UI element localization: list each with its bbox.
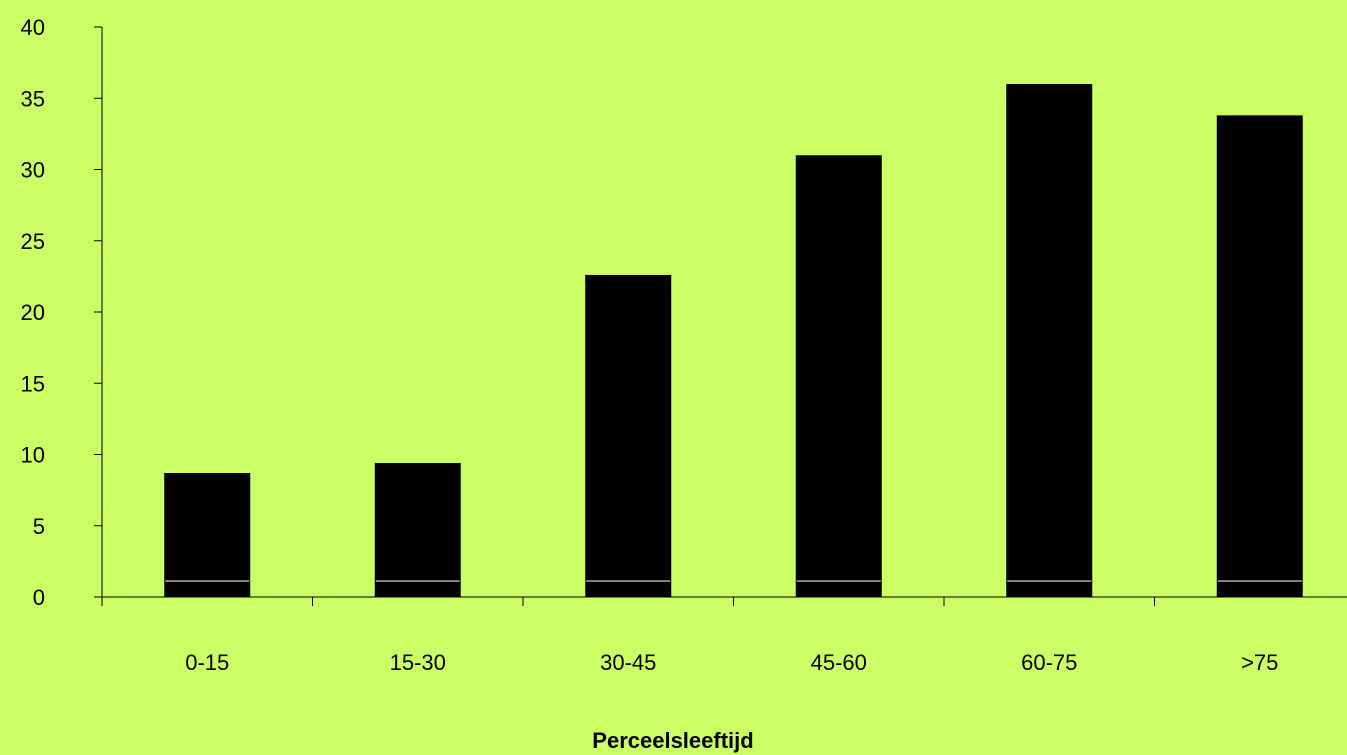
x-tick-label: >75 [1241, 650, 1278, 675]
x-tick-label: 60-75 [1021, 650, 1077, 675]
y-tick-label: 30 [21, 158, 45, 183]
x-tick-label: 0-15 [185, 650, 229, 675]
y-tick-label: 40 [21, 15, 45, 40]
y-axis-ticks: 0 5 10 15 20 25 30 35 40 [21, 15, 102, 610]
bar-5 [1006, 84, 1093, 597]
x-axis-title: Perceelsleeftijd [592, 728, 753, 753]
bar-2 [374, 463, 461, 597]
y-tick-label: 0 [33, 585, 45, 610]
bar-6 [1216, 115, 1303, 597]
x-tick-label: 45-60 [811, 650, 867, 675]
y-tick-label: 10 [21, 443, 45, 468]
x-tick-label: 30-45 [600, 650, 656, 675]
y-tick-label: 25 [21, 229, 45, 254]
y-tick-label: 5 [33, 514, 45, 539]
bar-1 [164, 473, 251, 597]
y-tick-label: 35 [21, 86, 45, 111]
y-tick-label: 15 [21, 371, 45, 396]
y-tick-label: 20 [21, 300, 45, 325]
bar-3 [585, 274, 672, 597]
x-axis-ticks: 0-15 15-30 30-45 45-60 60-75 >75 [101, 597, 1278, 675]
bars [164, 84, 1303, 597]
x-tick-label: 15-30 [390, 650, 446, 675]
bar-4 [795, 155, 882, 597]
